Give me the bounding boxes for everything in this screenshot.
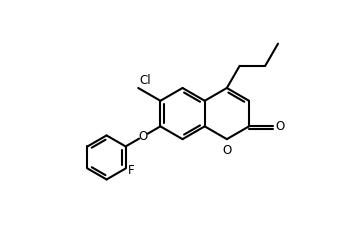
Text: Cl: Cl xyxy=(140,74,151,87)
Text: O: O xyxy=(222,144,232,157)
Text: O: O xyxy=(276,120,285,133)
Text: F: F xyxy=(128,164,135,177)
Text: O: O xyxy=(139,130,148,143)
